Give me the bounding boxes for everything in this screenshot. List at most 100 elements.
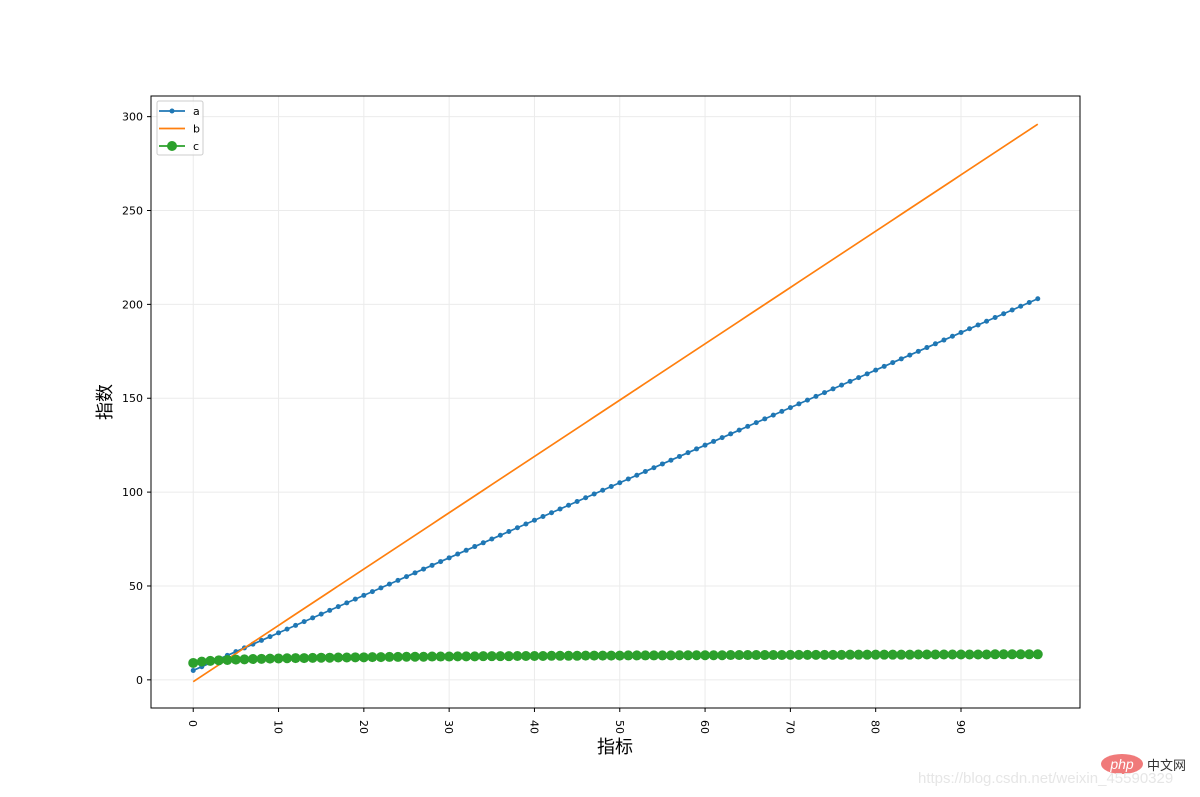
legend-label-c: c <box>193 140 199 153</box>
y-tick-label: 100 <box>122 486 143 499</box>
series-c-point <box>862 649 873 660</box>
series-a-point <box>984 318 990 324</box>
series-c-point <box>307 652 318 663</box>
series-c-point <box>427 651 438 662</box>
series-a-point <box>446 555 452 561</box>
x-tick-label: 50 <box>613 720 626 734</box>
series-c-point <box>802 649 813 660</box>
series-c-point <box>341 652 352 663</box>
legend-label-b: b <box>193 123 200 136</box>
series-a-point <box>386 581 392 587</box>
series-a-point <box>1035 296 1041 302</box>
series-c-point <box>981 649 992 660</box>
series-a-point <box>975 322 981 328</box>
series-a-point <box>1018 303 1024 309</box>
series-c-point <box>597 650 608 661</box>
x-tick-label: 0 <box>186 720 199 727</box>
series-c-point <box>469 651 480 662</box>
series-a-line <box>192 297 1039 672</box>
series-c-point <box>691 650 702 661</box>
series-a-point <box>566 502 572 508</box>
series-a-point <box>967 326 973 332</box>
y-tick-label: 200 <box>122 298 143 311</box>
x-tick-label: 40 <box>527 720 540 734</box>
series-c-point <box>520 650 531 661</box>
series-a-point <box>523 521 529 527</box>
series-c-point <box>785 649 796 660</box>
series-c-point <box>631 650 642 661</box>
series-c-point <box>589 650 600 661</box>
series-c-point <box>555 650 566 661</box>
series-a-point <box>489 536 495 542</box>
series-c-point <box>333 652 344 663</box>
series-c-point <box>196 656 207 667</box>
watermark-url: https://blog.csdn.net/weixin_45590329 <box>918 770 1174 787</box>
series-a-point <box>907 352 913 358</box>
series-a-point <box>276 630 282 636</box>
series-c-point <box>384 651 395 662</box>
series-a-point <box>549 510 555 516</box>
series-c-point <box>623 650 634 661</box>
series-c-point <box>717 650 728 661</box>
legend-marker-a <box>169 108 175 114</box>
series-a-point <box>787 405 793 411</box>
series-c-point <box>282 653 293 664</box>
series-c-point <box>751 650 762 661</box>
series-a-point <box>668 457 674 463</box>
series-c-point <box>503 651 514 662</box>
series-a-point <box>284 626 290 632</box>
series-a <box>190 296 1041 673</box>
series-c-point <box>299 653 310 664</box>
series-c-point <box>324 652 335 663</box>
series-c-point <box>990 649 1001 660</box>
series-a-point <box>540 514 546 520</box>
series-a-point <box>1001 311 1007 317</box>
x-tick-label: 80 <box>869 720 882 734</box>
series-c-point <box>614 650 625 661</box>
series-a-point <box>856 375 862 381</box>
series-a-point <box>770 412 776 418</box>
series-a-point <box>941 337 947 343</box>
series-a-point <box>335 604 341 610</box>
series-c-point <box>683 650 694 661</box>
y-tick-label: 50 <box>129 580 143 593</box>
series-a-point <box>429 562 435 568</box>
x-tick-label: 30 <box>442 720 455 734</box>
series-a-point <box>591 491 597 497</box>
series-c-point <box>316 652 327 663</box>
series-c-point <box>708 650 719 661</box>
series-a-point <box>531 517 537 523</box>
series-c-point <box>247 654 258 665</box>
series-a-point <box>753 420 759 426</box>
series-c-point <box>375 652 386 663</box>
series-c-point <box>418 651 429 662</box>
series-b-line <box>192 123 1039 683</box>
series-c-point <box>435 651 446 662</box>
series-c-point <box>776 650 787 661</box>
watermark-logo: php <box>1101 754 1143 774</box>
watermark-logo-text: 中文网 <box>1147 759 1187 774</box>
series-c-point <box>401 651 412 662</box>
series-c-point <box>913 649 924 660</box>
series-a-point <box>557 506 563 512</box>
series-a-point <box>659 461 665 467</box>
series-c-point <box>230 654 241 665</box>
series-a-point <box>267 634 273 640</box>
series-c-point <box>205 655 216 666</box>
series-c-point <box>742 650 753 661</box>
series-c-point <box>768 650 779 661</box>
series-a-point <box>318 611 324 617</box>
series-c-point <box>512 650 523 661</box>
series-c-point <box>955 649 966 660</box>
series-a-point <box>915 348 921 354</box>
series-c-point <box>358 652 369 663</box>
series-c-point <box>938 649 949 660</box>
series-a-point <box>472 544 478 550</box>
series-c-point <box>674 650 685 661</box>
series-c-point <box>188 657 199 668</box>
series-a-point <box>992 315 998 321</box>
series-a-point <box>369 589 375 595</box>
series-a-point <box>412 570 418 576</box>
ticks: 0 10 20 30 40 50 60 70 80 90 0 50 100 150 200 250 300 <box>122 111 967 734</box>
series-c-point <box>725 650 736 661</box>
